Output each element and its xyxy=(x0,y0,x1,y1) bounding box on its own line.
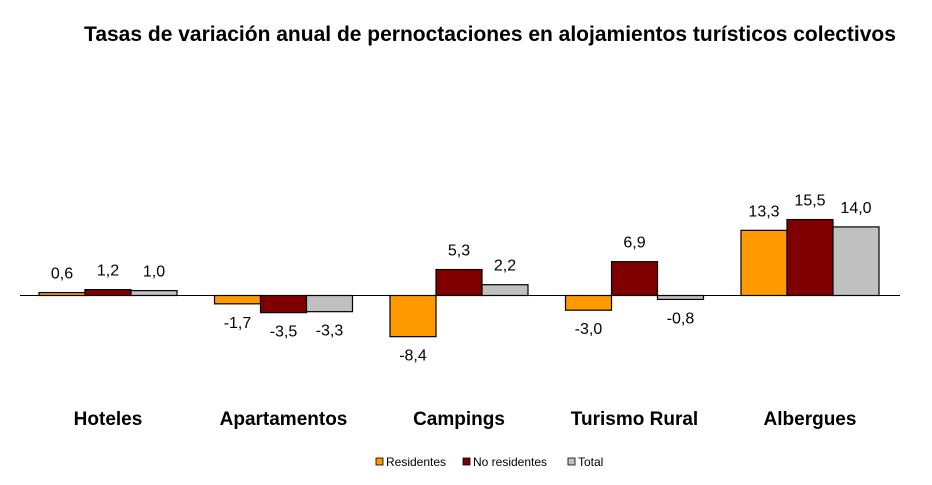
value-labels-group: 0,6 1,2 1,0 -1,7 -3,5 -3,3 -8,4 5,3 2,2 -3,0 6,9 -0… xyxy=(51,193,872,365)
bar-albergues-no-residentes xyxy=(786,218,834,297)
data-label-albergues-residentes: 13,3 xyxy=(748,203,779,220)
bar-turismo-rural-total xyxy=(656,294,705,301)
chart-title: Tasas de variación anual de pernoctacion… xyxy=(84,23,896,46)
category-label-apartamentos: Apartamentos xyxy=(220,409,348,430)
data-label-apartamentos-total: -3,3 xyxy=(316,323,344,340)
category-label-hoteles: Hoteles xyxy=(74,409,143,430)
bar-campings-no-residentes xyxy=(435,268,483,297)
data-label-turismo-rural-residentes: -3,0 xyxy=(575,321,603,338)
category-label-campings: Campings xyxy=(413,409,505,430)
bar-apartamentos-total xyxy=(305,294,354,313)
data-label-hoteles-no-residentes: 1,2 xyxy=(97,263,119,280)
legend: Residentes No residentes Total xyxy=(375,455,603,469)
bar-turismo-rural-residentes xyxy=(564,294,613,311)
legend-swatch-total xyxy=(567,457,576,466)
data-label-albergues-no-residentes: 15,5 xyxy=(794,193,825,210)
data-label-turismo-rural-total: -0,8 xyxy=(667,310,695,327)
bar-apartamentos-residentes xyxy=(213,294,262,305)
legend-label-no-residentes: No residentes xyxy=(473,455,547,469)
data-label-campings-residentes: -8,4 xyxy=(399,348,427,365)
data-label-apartamentos-no-residentes: -3,5 xyxy=(270,324,298,341)
bar-hoteles-total xyxy=(130,290,178,297)
data-label-albergues-total: 14,0 xyxy=(840,200,871,217)
category-label-turismo-rural: Turismo Rural xyxy=(571,409,698,430)
data-label-campings-total: 2,2 xyxy=(494,258,516,275)
legend-swatch-no-residentes xyxy=(462,457,471,466)
bar-albergues-residentes xyxy=(740,229,788,297)
bar-campings-total xyxy=(481,284,529,297)
data-label-turismo-rural-no-residentes: 6,9 xyxy=(623,235,645,252)
bar-apartamentos-no-residentes xyxy=(259,294,308,314)
category-labels-group: Hoteles Apartamentos Campings Turismo Rural… xyxy=(74,409,857,430)
data-label-campings-no-residentes: 5,3 xyxy=(448,243,470,260)
legend-label-total: Total xyxy=(578,455,603,469)
bar-albergues-total xyxy=(832,226,880,297)
bar-hoteles-no-residentes xyxy=(84,289,132,297)
data-label-hoteles-total: 1,0 xyxy=(143,264,165,281)
category-label-albergues: Albergues xyxy=(764,409,857,430)
bar-campings-residentes xyxy=(389,294,437,338)
data-label-hoteles-residentes: 0,6 xyxy=(51,266,73,283)
bar-turismo-rural-no-residentes xyxy=(610,261,659,297)
legend-label-residentes: Residentes xyxy=(386,455,446,469)
legend-swatch-residentes xyxy=(375,457,384,466)
data-label-apartamentos-residentes: -1,7 xyxy=(224,315,252,332)
